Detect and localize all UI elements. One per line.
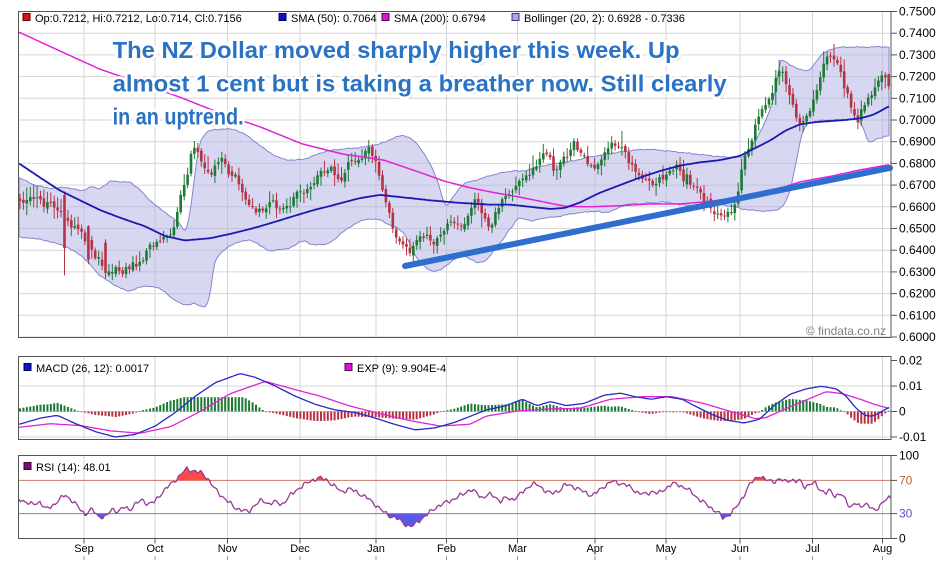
svg-text:Bollinger (20, 2): 0.6928 - 0.: Bollinger (20, 2): 0.6928 - 0.7336	[524, 13, 685, 25]
svg-text:-0.01: -0.01	[899, 430, 927, 444]
svg-text:0.02: 0.02	[899, 354, 923, 368]
svg-text:in an uptrend.: in an uptrend.	[113, 104, 244, 130]
svg-text:0.7400: 0.7400	[899, 26, 936, 40]
svg-text:almost 1 cent but is taking a: almost 1 cent but is taking a breather n…	[113, 71, 727, 97]
svg-text:0.6600: 0.6600	[899, 200, 936, 214]
svg-text:70: 70	[899, 473, 913, 487]
svg-text:0.6500: 0.6500	[899, 222, 936, 236]
svg-text:EXP (9): 9.904E-4: EXP (9): 9.904E-4	[357, 363, 446, 375]
svg-text:100: 100	[899, 449, 919, 463]
svg-text:0.01: 0.01	[899, 379, 923, 393]
svg-text:SMA (50): 0.7064: SMA (50): 0.7064	[291, 13, 377, 25]
svg-text:0.7500: 0.7500	[899, 5, 936, 19]
svg-text:Jul: Jul	[805, 543, 819, 555]
svg-text:0.6700: 0.6700	[899, 178, 936, 192]
svg-text:0.6200: 0.6200	[899, 287, 936, 301]
svg-text:0.7100: 0.7100	[899, 91, 936, 105]
svg-text:0.6100: 0.6100	[899, 308, 936, 322]
svg-text:in an uptrend.: in an uptrend.	[115, 106, 246, 132]
svg-text:Jun: Jun	[731, 543, 749, 555]
svg-text:0.7200: 0.7200	[899, 70, 936, 84]
svg-text:Sep: Sep	[74, 543, 94, 555]
svg-text:Jan: Jan	[367, 543, 385, 555]
svg-text:Apr: Apr	[586, 543, 603, 555]
svg-text:The NZ Dollar moved sharply hi: The NZ Dollar moved sharply higher this …	[113, 37, 680, 63]
svg-text:RSI (14): 48.01: RSI (14): 48.01	[36, 462, 111, 474]
svg-text:0.6400: 0.6400	[899, 243, 936, 257]
svg-text:Oct: Oct	[146, 543, 163, 555]
svg-text:MACD (26, 12): 0.0017: MACD (26, 12): 0.0017	[36, 363, 149, 375]
svg-text:0.7300: 0.7300	[899, 48, 936, 62]
svg-text:0.6800: 0.6800	[899, 156, 936, 170]
svg-text:Mar: Mar	[508, 543, 527, 555]
svg-text:0: 0	[899, 532, 906, 546]
svg-text:Feb: Feb	[437, 543, 456, 555]
svg-text:Nov: Nov	[218, 543, 238, 555]
svg-text:Op:0.7212, Hi:0.7212, Lo:0.714: Op:0.7212, Hi:0.7212, Lo:0.714, Cl:0.715…	[35, 13, 242, 25]
svg-text:© findata.co.nz: © findata.co.nz	[806, 324, 886, 338]
svg-text:Aug: Aug	[873, 543, 893, 555]
svg-text:0: 0	[899, 405, 906, 419]
svg-text:0.7000: 0.7000	[899, 113, 936, 127]
svg-text:May: May	[656, 543, 677, 555]
svg-text:0.6900: 0.6900	[899, 135, 936, 149]
svg-text:0.6300: 0.6300	[899, 265, 936, 279]
svg-text:30: 30	[899, 507, 913, 521]
svg-text:The NZ Dollar moved sharply hi: The NZ Dollar moved sharply higher this …	[115, 39, 682, 65]
svg-text:0.6000: 0.6000	[899, 330, 936, 344]
svg-text:SMA (200): 0.6794: SMA (200): 0.6794	[394, 13, 486, 25]
svg-text:almost 1 cent but is taking a: almost 1 cent but is taking a breather n…	[115, 73, 729, 99]
svg-text:Dec: Dec	[290, 543, 310, 555]
